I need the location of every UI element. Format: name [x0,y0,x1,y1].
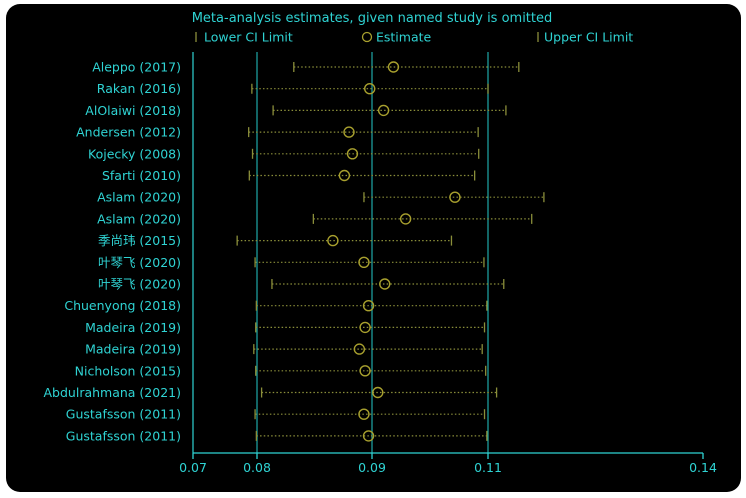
forest-plot: Meta-analysis estimates, given named stu… [44,11,717,475]
study-row: Abdulrahmana (2021) [44,385,498,400]
legend-upper-label: Upper CI Limit [544,30,633,45]
estimate-marker [346,148,359,160]
x-tick-label: 0.08 [243,460,271,475]
study-label: Nicholson (2015) [75,363,181,378]
study-row: Madeira (2019) [85,342,483,357]
legend-estimate-marker [361,31,373,43]
estimate-marker [327,234,339,247]
study-label: Abdulrahmana (2021) [44,385,182,400]
study-row: Gustafsson (2011) [66,407,486,422]
estimate-marker [362,300,375,312]
estimate-marker [353,343,366,355]
study-row: Aslam (2020) [97,211,533,226]
study-label: Aslam (2020) [97,211,181,226]
estimate-marker [343,126,355,138]
estimate-marker [358,408,370,420]
x-tick-label: 0.11 [474,460,502,475]
estimate-marker [387,61,400,73]
x-tick-label: 0.07 [179,460,207,475]
study-label: Kojecky (2008) [88,146,181,161]
estimate-marker [399,213,412,225]
study-label: Gustafsson (2011) [66,407,181,422]
study-row: Gustafsson (2011) [66,428,488,443]
estimate-marker [338,169,351,182]
study-label: Aslam (2020) [97,190,181,205]
study-row: Kojecky (2008) [88,146,480,161]
study-row: Sfarti (2010) [102,168,476,183]
study-rows: Aleppo (2017) Rakan (2016) AlOlaiwi (2018)… [44,60,545,443]
estimate-marker [362,430,375,442]
study-row: 季尚玮 (2015) [98,233,453,248]
estimate-marker [377,104,390,117]
study-row: 叶琴飞 (2020) [98,277,505,292]
study-label: 季尚玮 (2015) [98,233,181,248]
study-label: Chuenyong (2018) [64,298,181,313]
chart-title: Meta-analysis estimates, given named stu… [192,11,553,26]
legend-estimate-label: Estimate [376,30,432,45]
estimate-marker [372,386,384,399]
study-label: Madeira (2019) [85,320,181,335]
estimate-marker [358,256,370,268]
study-label: Aleppo (2017) [92,60,181,75]
study-label: 叶琴飞 (2020) [98,277,181,292]
study-row: Madeira (2019) [85,320,486,335]
legend-lower-label: Lower CI Limit [204,30,293,45]
study-label: Rakan (2016) [97,81,181,96]
x-tick-label: 0.09 [358,460,386,475]
estimate-marker [449,191,461,203]
estimate-marker [359,365,371,377]
study-row: 叶琴飞 (2020) [98,255,485,270]
study-row: Andersen (2012) [76,125,479,140]
chart-panel: Meta-analysis estimates, given named stu… [6,4,741,492]
study-row: Aslam (2020) [97,190,545,205]
study-row: Rakan (2016) [97,81,489,96]
x-tick-label: 0.14 [689,460,717,475]
estimate-marker [364,82,376,95]
reference-lines [192,52,489,453]
study-row: Aleppo (2017) [92,60,520,75]
study-label: Andersen (2012) [76,125,181,140]
study-row: Chuenyong (2018) [64,298,488,313]
study-row: AlOlaiwi (2018) [85,103,507,118]
study-label: Madeira (2019) [85,342,181,357]
study-label: Sfarti (2010) [102,168,181,183]
study-label: 叶琴飞 (2020) [98,255,181,270]
estimate-marker [359,321,371,334]
chart-legend: Lower CI Limit Estimate Upper CI Limit [195,30,633,45]
study-label: Gustafsson (2011) [66,428,181,443]
x-axis: 0.07 0.08 0.09 0.11 0.14 [179,452,717,475]
estimate-marker [379,278,391,290]
study-label: AlOlaiwi (2018) [85,103,181,118]
study-row: Nicholson (2015) [75,363,487,378]
